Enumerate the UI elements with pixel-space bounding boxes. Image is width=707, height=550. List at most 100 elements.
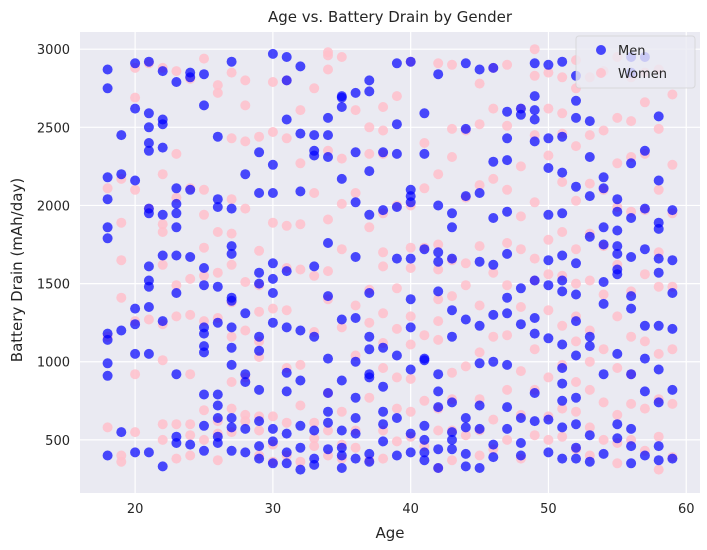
women-data-point — [433, 239, 444, 250]
men-data-point — [515, 109, 526, 120]
women-data-point — [557, 320, 568, 331]
men-data-point — [447, 427, 457, 438]
men-data-point — [626, 303, 637, 314]
women-data-point — [267, 303, 278, 314]
legend: Men Women — [575, 35, 696, 89]
legend-men-marker — [596, 45, 606, 55]
men-data-point — [130, 348, 141, 359]
women-data-point — [488, 173, 499, 184]
men-data-point — [254, 453, 265, 464]
women-data-point — [433, 425, 444, 436]
women-data-point — [433, 294, 444, 305]
y-tick-label: 1000 — [37, 356, 70, 371]
men-data-point — [267, 48, 278, 59]
women-data-point — [226, 194, 237, 205]
women-data-point — [502, 384, 513, 395]
men-data-point — [460, 413, 471, 423]
women-data-point — [557, 403, 568, 414]
men-data-point — [143, 108, 154, 119]
men-data-point — [378, 436, 389, 447]
men-data-point — [336, 92, 347, 103]
men-data-point — [254, 267, 265, 278]
women-data-point — [502, 59, 513, 70]
men-data-point — [433, 200, 444, 211]
men-data-point — [336, 450, 347, 461]
women-data-point — [419, 183, 430, 194]
men-data-point — [529, 105, 540, 116]
women-data-point — [391, 283, 402, 294]
men-data-point — [364, 331, 375, 342]
men-data-point — [323, 388, 333, 398]
men-data-point — [612, 419, 623, 430]
y-axis-label: Battery Drain (mAh/day) — [8, 178, 26, 362]
women-data-point — [254, 131, 265, 142]
women-data-point — [199, 405, 209, 416]
men-data-point — [474, 320, 485, 331]
women-data-point — [419, 395, 430, 406]
women-data-point — [199, 209, 209, 220]
men-data-point — [391, 413, 402, 423]
women-data-point — [639, 97, 650, 108]
men-data-point — [653, 223, 664, 234]
men-data-point — [502, 292, 513, 303]
women-data-point — [515, 244, 526, 255]
men-data-point — [199, 328, 209, 339]
women-data-point — [336, 198, 347, 209]
men-data-point — [226, 295, 237, 306]
women-data-point — [309, 441, 320, 452]
y-tick-label: 1500 — [37, 278, 70, 293]
men-data-point — [474, 358, 485, 369]
men-data-point — [571, 289, 581, 300]
men-data-point — [626, 213, 637, 223]
men-data-point — [557, 167, 568, 178]
men-data-point — [433, 256, 444, 267]
men-data-point — [143, 56, 154, 67]
men-data-point — [626, 458, 637, 469]
women-data-point — [171, 66, 182, 77]
women-data-point — [598, 397, 609, 408]
women-data-point — [185, 273, 196, 284]
y-tick-label: 2500 — [37, 121, 70, 136]
women-data-point — [130, 369, 141, 380]
men-data-point — [130, 103, 141, 114]
plot-area — [80, 32, 700, 493]
men-data-point — [612, 248, 623, 259]
women-data-point — [336, 244, 347, 255]
women-data-point — [336, 406, 347, 417]
men-data-point — [433, 69, 444, 80]
men-data-point — [419, 353, 430, 364]
men-data-point — [212, 438, 223, 448]
men-data-point — [143, 145, 154, 156]
men-data-point — [653, 364, 664, 375]
women-data-point — [254, 245, 265, 256]
men-data-point — [653, 267, 664, 278]
men-data-point — [130, 303, 141, 314]
men-data-point — [295, 420, 306, 431]
men-data-point — [515, 450, 526, 461]
women-data-point — [543, 434, 554, 445]
men-data-point — [653, 441, 664, 452]
men-data-point — [584, 456, 595, 467]
women-data-point — [364, 148, 375, 159]
men-data-point — [447, 331, 457, 342]
legend-men-label: Men — [618, 44, 645, 59]
men-data-point — [557, 453, 568, 464]
women-data-point — [116, 292, 127, 303]
men-data-point — [378, 205, 389, 216]
legend-women-marker — [596, 68, 606, 78]
men-data-point — [212, 389, 223, 400]
men-data-point — [447, 397, 457, 408]
men-data-point — [102, 334, 113, 345]
women-data-point — [240, 325, 251, 336]
men-data-point — [557, 339, 568, 350]
women-data-point — [364, 317, 375, 328]
women-data-point — [240, 203, 251, 214]
women-data-point — [405, 406, 416, 417]
women-data-point — [653, 464, 664, 475]
men-data-point — [584, 116, 595, 127]
men-data-point — [529, 416, 540, 427]
women-data-point — [185, 430, 196, 441]
women-data-point — [323, 266, 333, 277]
women-data-point — [157, 219, 168, 230]
women-data-point — [502, 184, 513, 195]
